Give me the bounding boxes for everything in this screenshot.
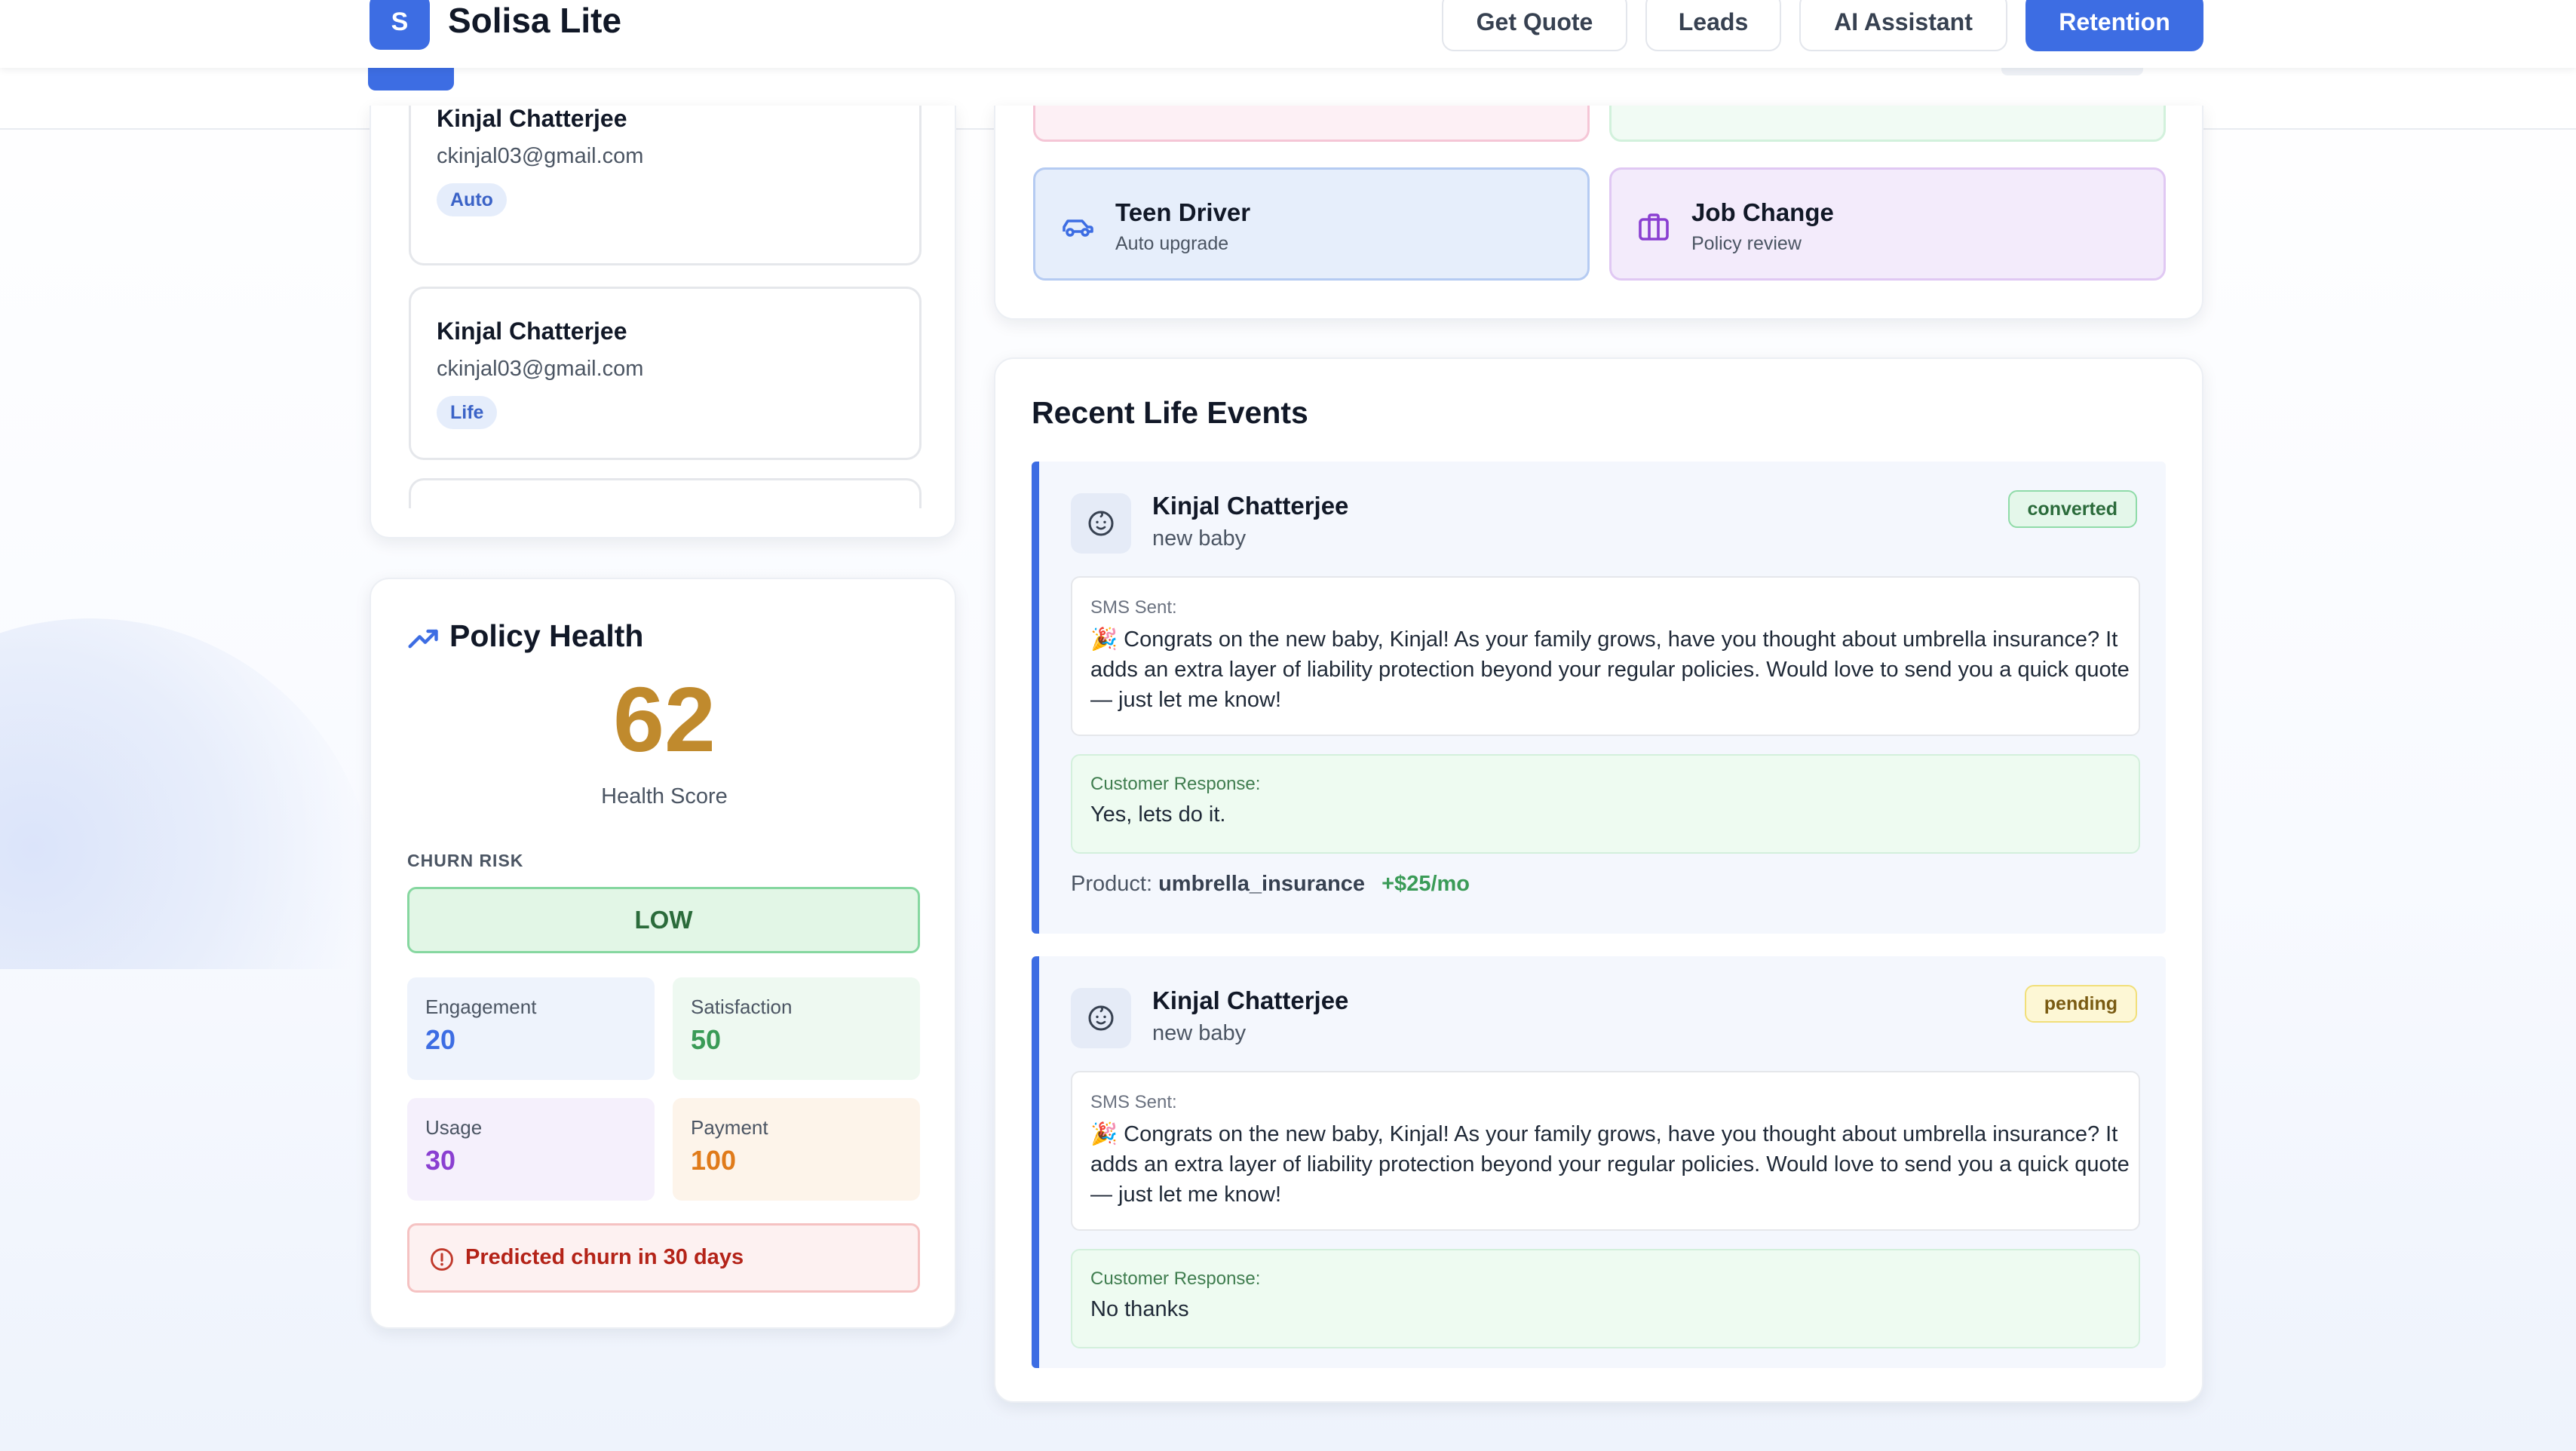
- life-event-item[interactable]: Kinjal Chatterjee new baby converted SMS…: [1032, 462, 2166, 934]
- event-customer-name: Kinjal Chatterjee: [1152, 986, 1349, 1014]
- churn-risk-label: CHURN RISK: [407, 851, 524, 870]
- event-status-badge: pending: [2024, 985, 2137, 1023]
- customer-response-text: Yes, lets do it.: [1090, 802, 1226, 827]
- health-score-value: 62: [613, 668, 716, 771]
- trigger-title: Teen Driver: [1115, 198, 1251, 226]
- event-avatar: [1071, 493, 1131, 554]
- customer-name: Kinjal Chatterjee: [437, 318, 627, 345]
- metric-engagement: Engagement 20: [407, 977, 655, 1080]
- churn-risk-badge: LOW: [407, 887, 920, 953]
- customer-list-card: Kinjal Chatterjee ckinjal03@gmail.com Au…: [370, 106, 956, 538]
- churn-prediction-alert: Predicted churn in 30 days: [407, 1223, 920, 1293]
- nav-retention-button[interactable]: Retention: [2026, 0, 2203, 51]
- customer-email: ckinjal03@gmail.com: [437, 357, 644, 381]
- nav-ai-assistant-button[interactable]: AI Assistant: [1799, 0, 2007, 51]
- policy-health-title: Policy Health: [449, 618, 644, 653]
- product-revenue: +$25/mo: [1382, 872, 1470, 896]
- metric-satisfaction: Satisfaction 50: [673, 977, 920, 1080]
- event-type: new baby: [1152, 526, 1247, 551]
- recent-life-events-card: Recent Life Events Kinjal Chatterjee new…: [994, 357, 2203, 1403]
- sms-sent-box: SMS Sent: 🎉 Congrats on the new baby, Ki…: [1071, 1071, 2140, 1231]
- metric-value: 20: [425, 1024, 456, 1055]
- nav-leads-button[interactable]: Leads: [1645, 0, 1781, 51]
- event-product: Product: umbrella_insurance +$25/mo: [1071, 872, 1470, 897]
- trigger-job-change[interactable]: Job Change Policy review: [1609, 167, 2166, 281]
- top-navigation: S Solisa Lite Get Quote Leads AI Assista…: [0, 0, 2576, 68]
- event-customer-name: Kinjal Chatterjee: [1152, 492, 1349, 520]
- metric-label: Engagement: [425, 995, 537, 1018]
- health-score-label: Health Score: [601, 784, 728, 808]
- policy-type-tag: Auto: [437, 183, 507, 216]
- sms-sent-box: SMS Sent: 🎉 Congrats on the new baby, Ki…: [1071, 576, 2140, 736]
- baby-icon: [1088, 511, 1114, 536]
- trigger-subtitle: Policy review: [1691, 233, 1802, 254]
- product-name: umbrella_insurance: [1158, 872, 1366, 896]
- background-decoration: [0, 618, 377, 969]
- alert-circle-icon: [431, 1248, 453, 1271]
- metric-payment: Payment 100: [673, 1098, 920, 1201]
- life-event-triggers-card: Teen Driver Auto upgrade Job Change Poli…: [994, 106, 2203, 320]
- metric-value: 30: [425, 1145, 456, 1176]
- trigger-tile[interactable]: [1609, 106, 2166, 142]
- metric-label: Payment: [691, 1116, 768, 1139]
- metric-label: Satisfaction: [691, 995, 793, 1018]
- page-header-button[interactable]: [2001, 68, 2143, 75]
- event-avatar: [1071, 988, 1131, 1048]
- event-status-badge: converted: [2007, 490, 2137, 528]
- app-name: Solisa Lite: [448, 1, 622, 40]
- life-event-item[interactable]: Kinjal Chatterjee new baby pending SMS S…: [1032, 956, 2166, 1368]
- car-icon: [1063, 219, 1093, 237]
- customer-name: Kinjal Chatterjee: [437, 106, 627, 132]
- metric-value: 100: [691, 1145, 737, 1176]
- customer-list-item[interactable]: Kinjal Chatterjee ckinjal03@gmail.com Li…: [409, 287, 922, 460]
- product-label: Product:: [1071, 872, 1152, 896]
- trigger-title: Job Change: [1691, 198, 1834, 226]
- trigger-tile[interactable]: [1033, 106, 1590, 142]
- page-header-logo: [368, 68, 454, 90]
- metric-label: Usage: [425, 1116, 483, 1139]
- churn-prediction-text: Predicted churn in 30 days: [465, 1245, 744, 1269]
- event-type: new baby: [1152, 1021, 1247, 1045]
- metric-usage: Usage 30: [407, 1098, 655, 1201]
- trigger-subtitle: Auto upgrade: [1115, 233, 1229, 254]
- customer-response-box: Customer Response: Yes, lets do it.: [1071, 754, 2140, 854]
- baby-icon: [1088, 1005, 1114, 1031]
- trigger-teen-driver[interactable]: Teen Driver Auto upgrade: [1033, 167, 1590, 281]
- metric-value: 50: [691, 1024, 722, 1055]
- sms-sent-label: SMS Sent:: [1090, 1092, 1177, 1112]
- app-logo[interactable]: S: [370, 0, 430, 50]
- customer-email: ckinjal03@gmail.com: [437, 144, 644, 168]
- customer-list-item[interactable]: Kinjal Chatterjee ckinjal03@gmail.com Au…: [409, 106, 922, 265]
- customer-response-label: Customer Response:: [1090, 774, 1261, 794]
- sms-sent-label: SMS Sent:: [1090, 597, 1177, 618]
- customer-response-text: No thanks: [1090, 1297, 1189, 1321]
- trending-up-icon: [408, 629, 438, 649]
- customer-response-box: Customer Response: No thanks: [1071, 1249, 2140, 1348]
- sms-sent-text: 🎉 Congrats on the new baby, Kinjal! As y…: [1090, 1122, 2130, 1207]
- customer-list-item[interactable]: [409, 478, 922, 508]
- customer-response-label: Customer Response:: [1090, 1268, 1261, 1289]
- nav-get-quote-button[interactable]: Get Quote: [1442, 0, 1627, 51]
- sms-sent-text: 🎉 Congrats on the new baby, Kinjal! As y…: [1090, 627, 2130, 712]
- briefcase-icon: [1639, 213, 1669, 241]
- policy-health-card: Policy Health 62 Health Score CHURN RISK…: [370, 578, 956, 1329]
- policy-type-tag: Life: [437, 396, 498, 429]
- recent-life-events-title: Recent Life Events: [1032, 395, 1308, 430]
